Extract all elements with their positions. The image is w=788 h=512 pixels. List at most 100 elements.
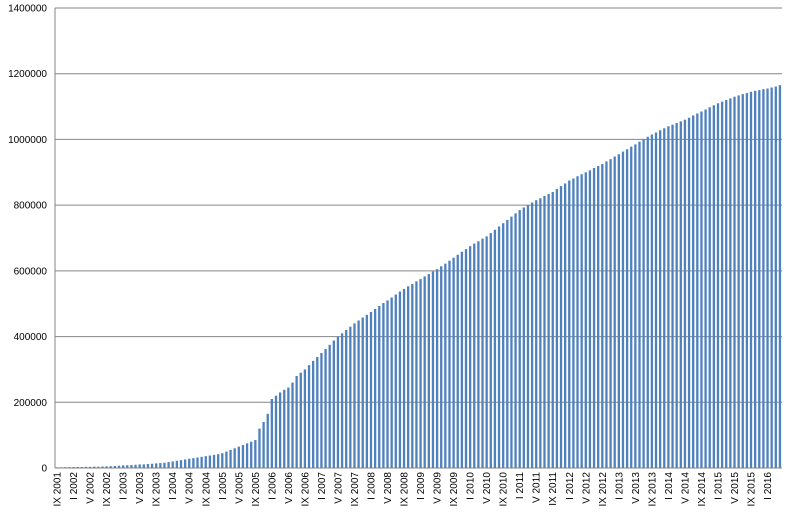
- bar: [725, 100, 728, 468]
- bar: [510, 216, 513, 468]
- bar: [361, 317, 364, 468]
- bar: [171, 461, 174, 468]
- bar: [580, 174, 583, 468]
- bar: [307, 365, 311, 468]
- bar: [225, 451, 228, 468]
- bar: [679, 121, 682, 468]
- bar: [605, 161, 608, 468]
- bar: [278, 392, 282, 468]
- bar: [625, 149, 629, 469]
- bar: [522, 207, 525, 468]
- bar: [712, 105, 716, 468]
- bar: [489, 233, 492, 468]
- bar: [146, 464, 150, 468]
- x-tick-label: V 2004: [185, 472, 196, 504]
- bar: [551, 192, 554, 468]
- x-tick-label: I 2014: [664, 472, 675, 500]
- bar: [514, 213, 517, 468]
- x-tick-label: IX 2005: [251, 472, 262, 507]
- x-tick-label: IX 2006: [300, 472, 311, 507]
- bar: [369, 311, 373, 468]
- bar: [687, 117, 691, 468]
- bar: [382, 303, 385, 468]
- bar: [758, 90, 761, 469]
- bar: [617, 154, 620, 468]
- x-tick-label: V 2012: [581, 472, 592, 504]
- bar: [179, 460, 183, 468]
- bar: [671, 124, 674, 469]
- bar: [427, 274, 430, 468]
- bar: [192, 458, 195, 468]
- bar: [212, 454, 216, 468]
- bar: [126, 465, 129, 468]
- bar: [658, 130, 662, 468]
- x-tick-label: V 2002: [86, 472, 97, 504]
- bar: [320, 353, 323, 468]
- bar: [568, 180, 571, 468]
- bar: [733, 96, 736, 468]
- x-tick-label: V 2010: [482, 472, 493, 504]
- x-tick-label: IX 2014: [697, 472, 708, 507]
- x-tick-label: V 2008: [383, 472, 394, 504]
- bar: [415, 281, 418, 468]
- bar: [563, 183, 567, 468]
- bar: [142, 464, 145, 468]
- bar: [204, 456, 207, 468]
- bar: [274, 395, 278, 468]
- bar: [84, 466, 88, 468]
- bar: [217, 454, 220, 468]
- bar: [390, 297, 393, 468]
- bar: [506, 219, 509, 468]
- bar: [597, 166, 600, 469]
- bar: [60, 467, 63, 468]
- y-tick-label: 600000: [14, 266, 48, 277]
- bar: [159, 463, 162, 468]
- bar: [555, 189, 559, 469]
- bar: [266, 413, 269, 468]
- bar: [692, 115, 695, 468]
- x-tick-label: I 2004: [168, 472, 179, 500]
- bar: [250, 441, 253, 468]
- x-tick-label: IX 2011: [548, 472, 559, 506]
- bar: [630, 146, 633, 468]
- bar: [200, 456, 203, 468]
- bar: [357, 320, 360, 468]
- bar: [332, 340, 335, 468]
- x-tick-label: IX 2015: [747, 472, 758, 507]
- bar: [386, 300, 389, 468]
- bar: [613, 156, 616, 468]
- bar: [749, 91, 753, 469]
- bar: [138, 464, 141, 468]
- bar: [287, 387, 290, 468]
- bar: [675, 123, 678, 468]
- bar: [340, 333, 344, 468]
- bar: [233, 448, 236, 468]
- bar: [601, 164, 604, 469]
- bar: [683, 119, 687, 468]
- bar: [316, 356, 319, 468]
- x-tick-label: V 2005: [234, 472, 245, 504]
- x-tick-label: I 2016: [763, 472, 774, 500]
- bar: [646, 136, 649, 469]
- bar: [766, 88, 769, 468]
- bar: [700, 111, 703, 468]
- bar: [435, 269, 439, 468]
- bar: [456, 254, 459, 468]
- bar: [530, 202, 534, 468]
- bar: [592, 168, 596, 468]
- bar: [394, 294, 397, 468]
- bar: [584, 172, 587, 469]
- bar: [667, 126, 670, 469]
- bar: [130, 465, 133, 468]
- bar: [188, 458, 191, 468]
- x-tick-label: I 2005: [218, 472, 229, 500]
- bar: [650, 134, 654, 468]
- bar: [708, 107, 711, 468]
- bar: [559, 186, 563, 469]
- bar: [378, 306, 381, 468]
- bar: [68, 467, 71, 468]
- bar: [572, 178, 575, 468]
- bar: [55, 467, 59, 468]
- x-tick-label: V 2006: [284, 472, 295, 504]
- bar: [745, 93, 749, 468]
